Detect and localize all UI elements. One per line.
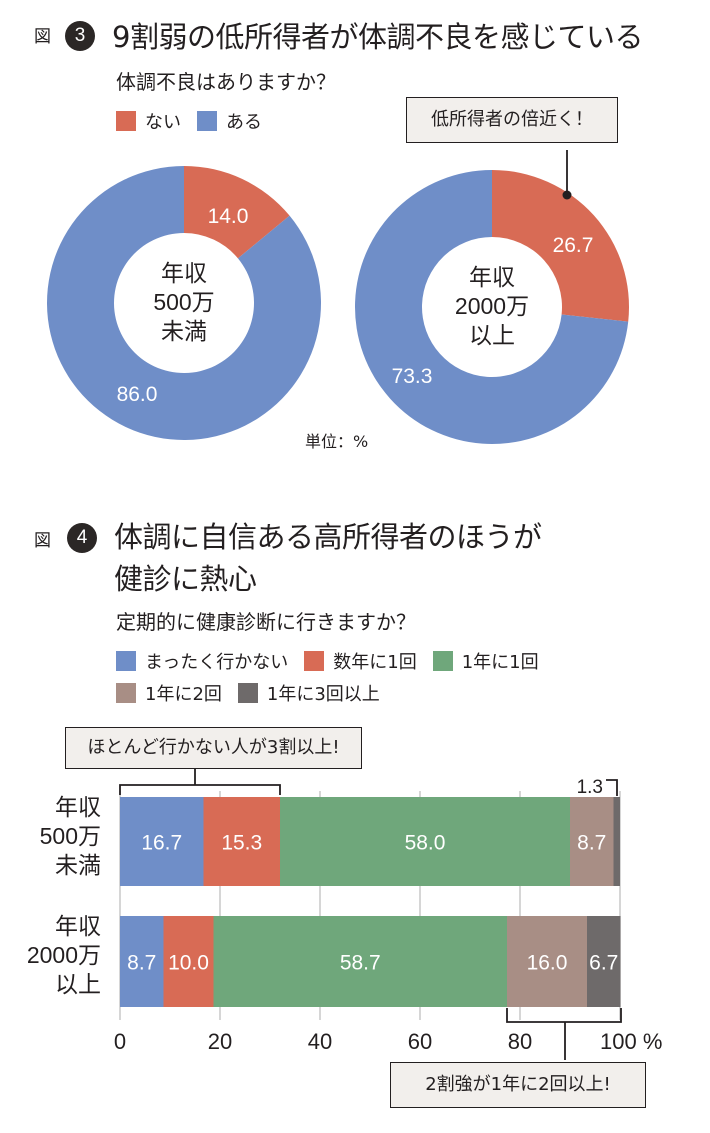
- legend-item-three-plus: 1年に3回以上: [237, 680, 380, 706]
- callout-connector-dot: [562, 190, 572, 200]
- row-label: 年収: [55, 794, 101, 820]
- fig4-number-badge: 4: [67, 523, 97, 553]
- bar-value-label: 8.7: [127, 952, 156, 975]
- legend-swatch-red: [304, 651, 325, 671]
- donut-value-label: 14.0: [208, 205, 249, 228]
- bar-segment: [120, 797, 204, 886]
- bar-segment: [507, 916, 587, 1007]
- donut-slice-nai: [492, 170, 630, 322]
- x-tick-label: 60: [408, 1029, 432, 1054]
- bar-segment: [280, 797, 570, 886]
- legend-item-every-few-years: 数年に1回: [304, 648, 417, 674]
- legend-swatch-green: [432, 651, 453, 671]
- fig4-legend-row1: まったく行かない 数年に1回 1年に1回: [116, 648, 555, 674]
- legend-label: ある: [226, 112, 262, 133]
- fig4-title-line1: 体調に自信ある高所得者のほうが: [114, 520, 542, 554]
- x-tick-label: 80: [508, 1029, 532, 1054]
- bar-segment: [587, 916, 621, 1007]
- bracket-bottom: [506, 1008, 622, 1023]
- bar-segment: [203, 797, 280, 886]
- fig4-bar-chart: 16.7 15.3 58.0 8.7 8.7 10.0 58.7 16.0 6.7 0 20 40 6…: [27, 769, 663, 1060]
- unit-label: 単位：%: [305, 432, 369, 451]
- bar-segment: [163, 916, 214, 1007]
- donut-slice-nai: [184, 166, 290, 259]
- donut-slice-aru: [355, 170, 629, 444]
- legend-label: 数年に1回: [333, 652, 417, 673]
- x-tick-label: 0: [114, 1029, 126, 1054]
- legend-item-once-a-year: 1年に1回: [432, 648, 539, 674]
- bar-segment: [213, 916, 507, 1007]
- x-tick-label: 100 %: [600, 1029, 662, 1054]
- donut-center-label: 年収: [469, 264, 515, 290]
- fig4-title-line2: 健診に熱心: [114, 562, 257, 596]
- donut-value-label: 26.7: [553, 234, 594, 257]
- fig3-title: 9割弱の低所得者が体調不良を感じている: [112, 20, 643, 54]
- row-label: 以上: [55, 971, 101, 997]
- bars: 16.7 15.3 58.0 8.7 8.7 10.0 58.7 16.0 6.7: [120, 797, 621, 1007]
- fig3-legend: ない ある: [116, 108, 278, 134]
- small-value-bracket: [606, 779, 618, 796]
- donut-center-label: 500万: [153, 289, 214, 315]
- legend-item-aru: ある: [197, 108, 262, 134]
- legend-label: 1年に3回以上: [266, 684, 380, 705]
- bar-value-label: 16.7: [141, 832, 182, 855]
- fig3-number-badge: 3: [65, 21, 95, 51]
- row-label: 2000万: [27, 942, 101, 968]
- bar-value-label: 58.0: [405, 832, 446, 855]
- x-tick-labels: 0 20 40 60 80 100 %: [114, 1029, 663, 1054]
- bar-value-label: 10.0: [168, 952, 209, 975]
- row-label: 未満: [55, 852, 101, 878]
- fig3-label: 図: [34, 27, 51, 47]
- bar-segment: [570, 797, 614, 886]
- legend-swatch-blue: [197, 111, 217, 131]
- bar-value-label: 8.7: [577, 832, 606, 855]
- legend-label: まったく行かない: [145, 652, 289, 673]
- annotations: 1.3: [119, 769, 622, 1060]
- fig3-subtitle: 体調不良はありますか？: [116, 70, 336, 94]
- bar-value-label-small: 1.3: [577, 777, 603, 798]
- legend-swatch-tan: [116, 683, 136, 703]
- bar-value-label: 58.7: [340, 952, 381, 975]
- fig4-label: 図: [34, 531, 51, 551]
- x-tick-label: 40: [308, 1029, 332, 1054]
- fig3-callout: 低所得者の倍近く！: [406, 97, 618, 143]
- fig4-subtitle: 定期的に健康診断に行きますか？: [116, 610, 416, 634]
- legend-item-never: まったく行かない: [116, 648, 288, 674]
- legend-label: 1年に1回: [461, 652, 539, 673]
- bar-value-label: 6.7: [589, 952, 618, 975]
- legend-swatch-red: [116, 111, 136, 131]
- legend-label: ない: [145, 112, 181, 133]
- donut-slice-aru: [46, 166, 321, 440]
- fig4-callout-top: ほとんど行かない人が3割以上!: [65, 727, 362, 769]
- legend-swatch-gray: [237, 683, 258, 703]
- legend-swatch-blue: [116, 651, 136, 671]
- bracket-top: [119, 784, 281, 795]
- bar-segment: [120, 916, 164, 1007]
- legend-item-twice-a-year: 1年に2回: [116, 680, 222, 706]
- donut-center-label: 以上: [469, 322, 515, 348]
- legend-item-nai: ない: [116, 108, 181, 134]
- donut-value-label: 73.3: [392, 365, 433, 388]
- donut-center-label: 未満: [161, 318, 207, 344]
- fig4-legend-row2: 1年に2回 1年に3回以上: [116, 680, 396, 706]
- bar-value-label: 15.3: [221, 832, 262, 855]
- legend-label: 1年に2回: [145, 684, 222, 705]
- bar-segment: [613, 797, 620, 886]
- row-label: 500万: [40, 823, 101, 849]
- x-tick-label: 20: [208, 1029, 232, 1054]
- fig4-callout-bottom: 2割強が1年に2回以上!: [390, 1062, 646, 1108]
- donut-center-label: 年収: [161, 260, 207, 286]
- bar-value-label: 16.0: [527, 952, 568, 975]
- donut-center-label: 2000万: [455, 293, 529, 319]
- row-label: 年収: [55, 913, 101, 939]
- donut-value-label: 86.0: [117, 383, 158, 406]
